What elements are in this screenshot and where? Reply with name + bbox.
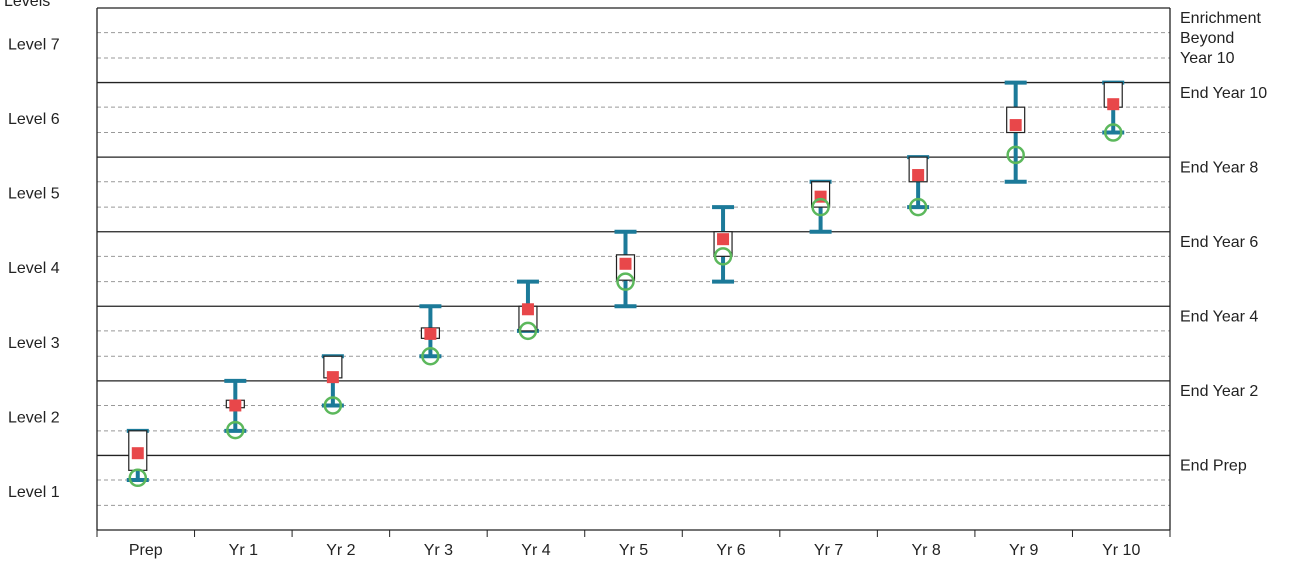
y-axis-label: Levels xyxy=(4,0,50,10)
square-marker xyxy=(717,233,730,246)
milestone-label: End Year 2 xyxy=(1180,383,1258,400)
milestone-label: Beyond xyxy=(1180,30,1234,47)
milestone-label: End Year 4 xyxy=(1180,309,1258,326)
square-marker xyxy=(1107,98,1120,111)
x-tick-label: Yr 10 xyxy=(1102,542,1140,559)
level-label: Level 3 xyxy=(8,335,60,352)
square-marker xyxy=(424,327,437,340)
circle-marker xyxy=(616,272,635,291)
square-marker xyxy=(131,447,144,460)
circle-marker xyxy=(421,346,440,366)
milestone-label: End Year 8 xyxy=(1180,159,1258,176)
x-tick-label: Prep xyxy=(129,542,163,559)
level-label: Level 7 xyxy=(8,37,60,54)
circle-marker xyxy=(128,468,148,488)
level-label: Level 1 xyxy=(8,484,60,501)
x-tick-label: Yr 4 xyxy=(521,542,550,559)
level-label: Level 5 xyxy=(8,186,60,203)
circle-marker xyxy=(226,420,245,440)
circle-marker xyxy=(518,321,538,341)
x-tick-label: Yr 8 xyxy=(911,542,940,559)
level-label: Level 2 xyxy=(8,409,60,426)
milestone-label: Enrichment xyxy=(1180,10,1261,27)
circle-marker xyxy=(1103,123,1123,142)
square-marker xyxy=(521,303,534,316)
milestone-label: End Year 10 xyxy=(1180,85,1267,102)
square-marker xyxy=(229,399,242,412)
milestone-label: Year 10 xyxy=(1180,50,1235,67)
circle-marker xyxy=(323,396,343,415)
circle-marker xyxy=(1006,145,1025,165)
circle-marker xyxy=(811,197,830,217)
milestone-label: End Prep xyxy=(1180,458,1247,475)
x-tick-label: Yr 1 xyxy=(229,542,258,559)
circle-marker xyxy=(908,197,928,217)
level-label: Level 4 xyxy=(8,260,60,277)
square-marker xyxy=(619,257,632,270)
square-marker xyxy=(1009,119,1022,132)
x-tick-label: Yr 6 xyxy=(716,542,745,559)
x-tick-label: Yr 2 xyxy=(326,542,355,559)
x-tick-label: Yr 7 xyxy=(814,542,843,559)
circle-marker xyxy=(713,247,733,266)
square-marker xyxy=(326,371,339,384)
level-label: Level 6 xyxy=(8,111,60,128)
square-marker xyxy=(912,169,925,182)
x-tick-label: Yr 3 xyxy=(424,542,453,559)
x-tick-label: Yr 5 xyxy=(619,542,648,559)
x-tick-label: Yr 9 xyxy=(1009,542,1038,559)
milestone-label: End Year 6 xyxy=(1180,234,1258,251)
